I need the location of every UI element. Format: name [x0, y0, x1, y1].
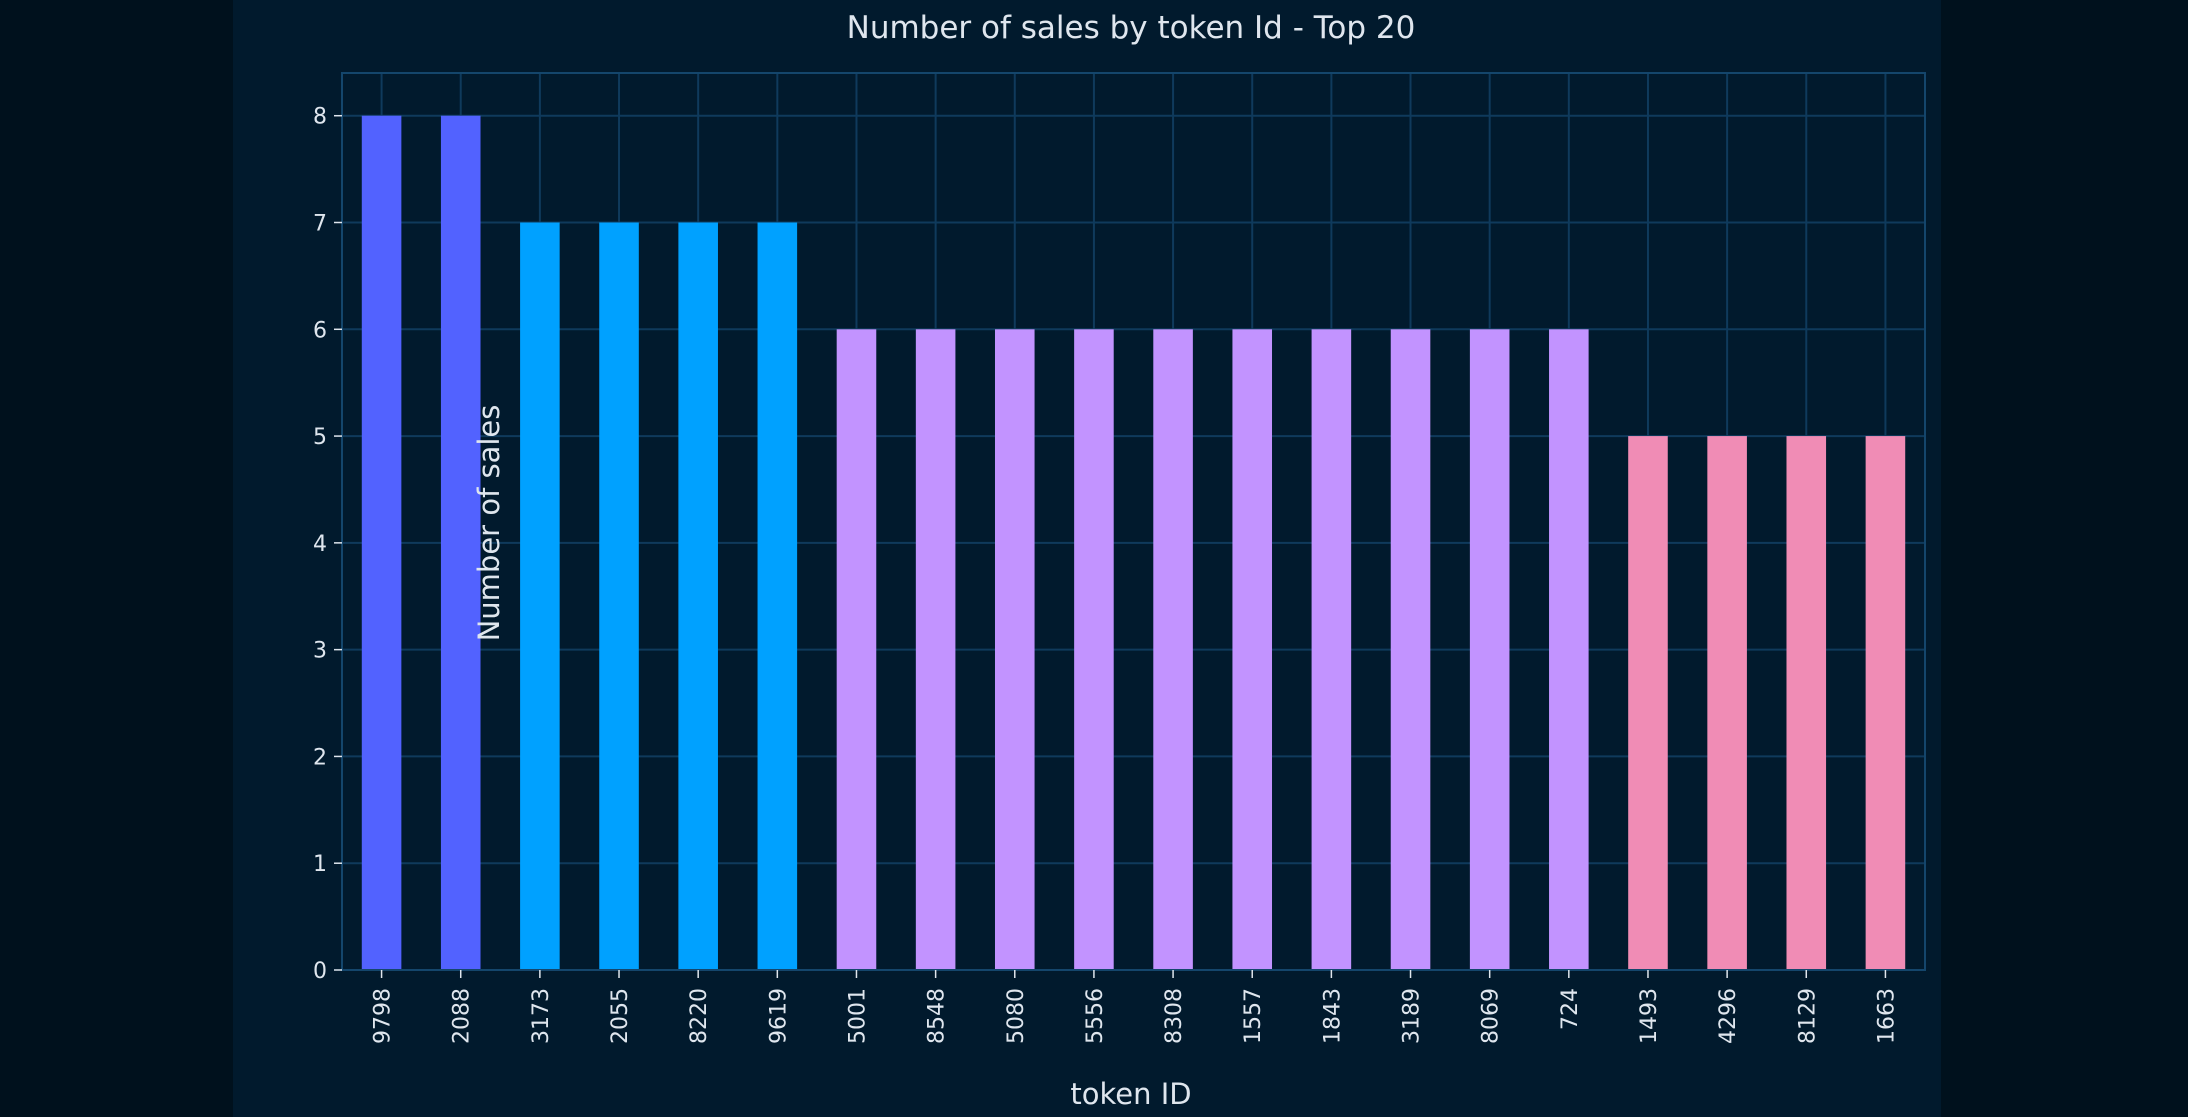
x-ticks: 9798 2088 3173 2055 8220 9619 5001 8548 5080 5556…: [371, 970, 1899, 1044]
y-tick-label: 6: [313, 318, 327, 343]
x-tick-label: 8220: [687, 988, 712, 1044]
bar-9619: [757, 222, 798, 970]
x-tick-label: 8129: [1795, 988, 1820, 1044]
bar-1663: [1865, 436, 1906, 971]
x-tick-label: 1843: [1320, 988, 1345, 1044]
bar-2088: [440, 115, 481, 970]
bar-5556: [1074, 329, 1114, 970]
grid: [342, 73, 1925, 971]
bar-3173: [520, 222, 560, 970]
bar-8069: [1469, 329, 1510, 970]
bar-3189: [1390, 329, 1431, 970]
bar-1557: [1232, 329, 1273, 970]
y-tick-label: 8: [313, 105, 327, 130]
x-tick-label: 5080: [1004, 988, 1029, 1044]
y-ticks: 0 1 2 3 4 5 6 7 8: [313, 105, 342, 984]
y-tick-label: 3: [313, 639, 327, 664]
x-tick-label: 9798: [371, 988, 396, 1044]
bar-1493: [1628, 436, 1668, 971]
bar-8548: [915, 329, 956, 970]
x-tick-label: 724: [1558, 988, 1583, 1030]
plot-frame: [341, 72, 1926, 971]
bar-8308: [1153, 329, 1193, 970]
x-tick-label: 9619: [766, 988, 791, 1044]
bar-2055: [599, 222, 639, 970]
y-axis-label: Number of sales: [472, 405, 506, 642]
x-tick-label: 5556: [1083, 988, 1108, 1044]
y-tick-label: 0: [313, 959, 327, 984]
x-tick-label: 8308: [1162, 988, 1187, 1044]
bar-4296: [1707, 436, 1747, 971]
bar-8129: [1786, 436, 1827, 971]
x-tick-label: 3189: [1400, 988, 1425, 1044]
x-tick-label: 3173: [529, 988, 554, 1044]
x-tick-label: 1493: [1637, 988, 1662, 1044]
x-tick-label: 5001: [845, 988, 870, 1044]
x-tick-label: 1663: [1874, 988, 1899, 1044]
bars: [361, 115, 1906, 971]
x-tick-label: 4296: [1716, 988, 1741, 1044]
x-axis-label: token ID: [1070, 1077, 1191, 1111]
bar-724: [1549, 329, 1589, 970]
x-tick-label: 8069: [1479, 988, 1504, 1044]
y-tick-label: 4: [313, 532, 327, 557]
x-tick-label: 8548: [925, 988, 950, 1044]
chart-title: Number of sales by token Id - Top 20: [847, 10, 1416, 46]
bar-5080: [994, 329, 1035, 970]
bar-5001: [836, 329, 877, 970]
x-tick-label: 2055: [608, 988, 633, 1044]
y-tick-label: 1: [313, 852, 327, 877]
bar-8220: [678, 222, 718, 970]
bar-9798: [361, 115, 402, 970]
chart-figure: 0 1 2 3 4 5 6 7 8 9798 2088 3173 2055 8220 9619 5001 85…: [233, 0, 1941, 1117]
y-tick-label: 5: [313, 425, 327, 450]
x-tick-label: 1557: [1241, 988, 1266, 1044]
bar-1843: [1311, 329, 1352, 970]
y-tick-label: 2: [313, 745, 327, 770]
bar-chart: 0 1 2 3 4 5 6 7 8 9798 2088 3173 2055 8220 9619 5001 85…: [313, 10, 1926, 1111]
y-tick-label: 7: [313, 212, 327, 237]
x-tick-label: 2088: [450, 988, 475, 1044]
